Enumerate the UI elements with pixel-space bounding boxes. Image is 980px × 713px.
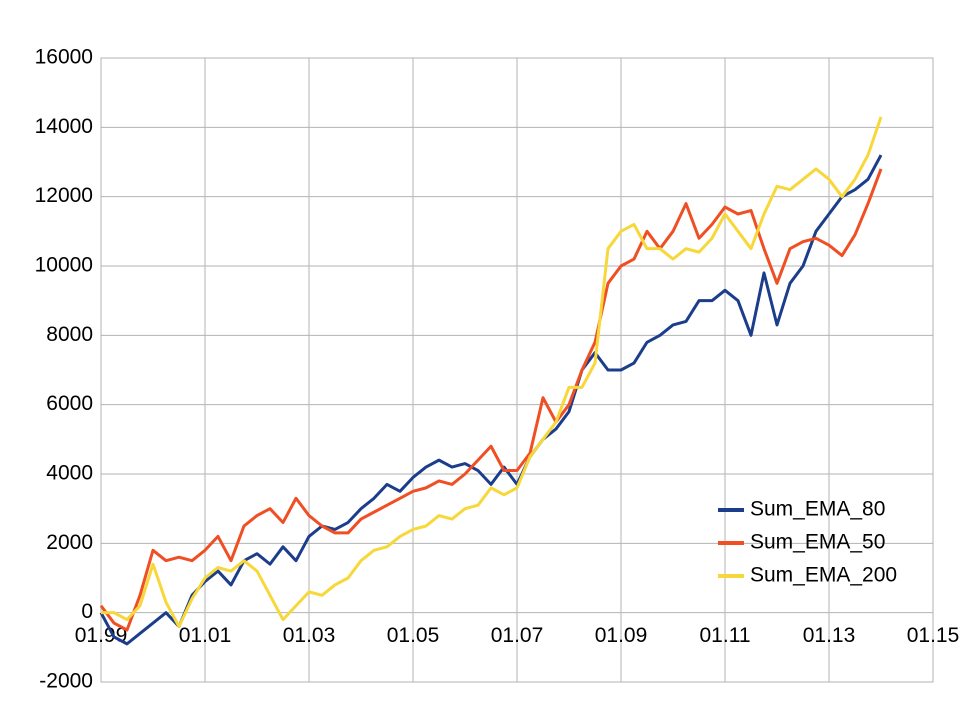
line-series xyxy=(101,116,883,629)
x-tick-label: 01.05 xyxy=(387,624,440,647)
y-tick-label: 2000 xyxy=(46,531,93,554)
legend-label: Sum_EMA_80 xyxy=(750,498,885,521)
line-series xyxy=(99,154,883,646)
y-tick-label: 16000 xyxy=(35,46,93,69)
x-tick-label: 01.99 xyxy=(75,624,128,647)
x-tick-label: 01.11 xyxy=(700,624,751,647)
x-tick-label: 01.03 xyxy=(283,624,336,647)
y-tick-label: 14000 xyxy=(35,115,93,138)
y-tick-label: 12000 xyxy=(35,184,93,207)
y-tick-label: 4000 xyxy=(46,462,93,485)
line-series xyxy=(99,168,883,632)
y-tick-label: 0 xyxy=(81,600,93,623)
legend-label: Sum_EMA_200 xyxy=(750,564,897,587)
legend-label: Sum_EMA_50 xyxy=(750,531,885,554)
x-tick-label: 01.07 xyxy=(491,624,544,647)
y-tick-label: 10000 xyxy=(35,254,93,277)
x-tick-label: 01.09 xyxy=(595,624,648,647)
x-tick-label: 01.15 xyxy=(907,624,960,647)
y-tick-label: -2000 xyxy=(39,670,93,693)
x-tick-label: 01.01 xyxy=(179,624,232,647)
y-tick-label: 6000 xyxy=(46,392,93,415)
x-tick-label: 01.13 xyxy=(803,624,856,647)
y-tick-label: 8000 xyxy=(46,323,93,346)
